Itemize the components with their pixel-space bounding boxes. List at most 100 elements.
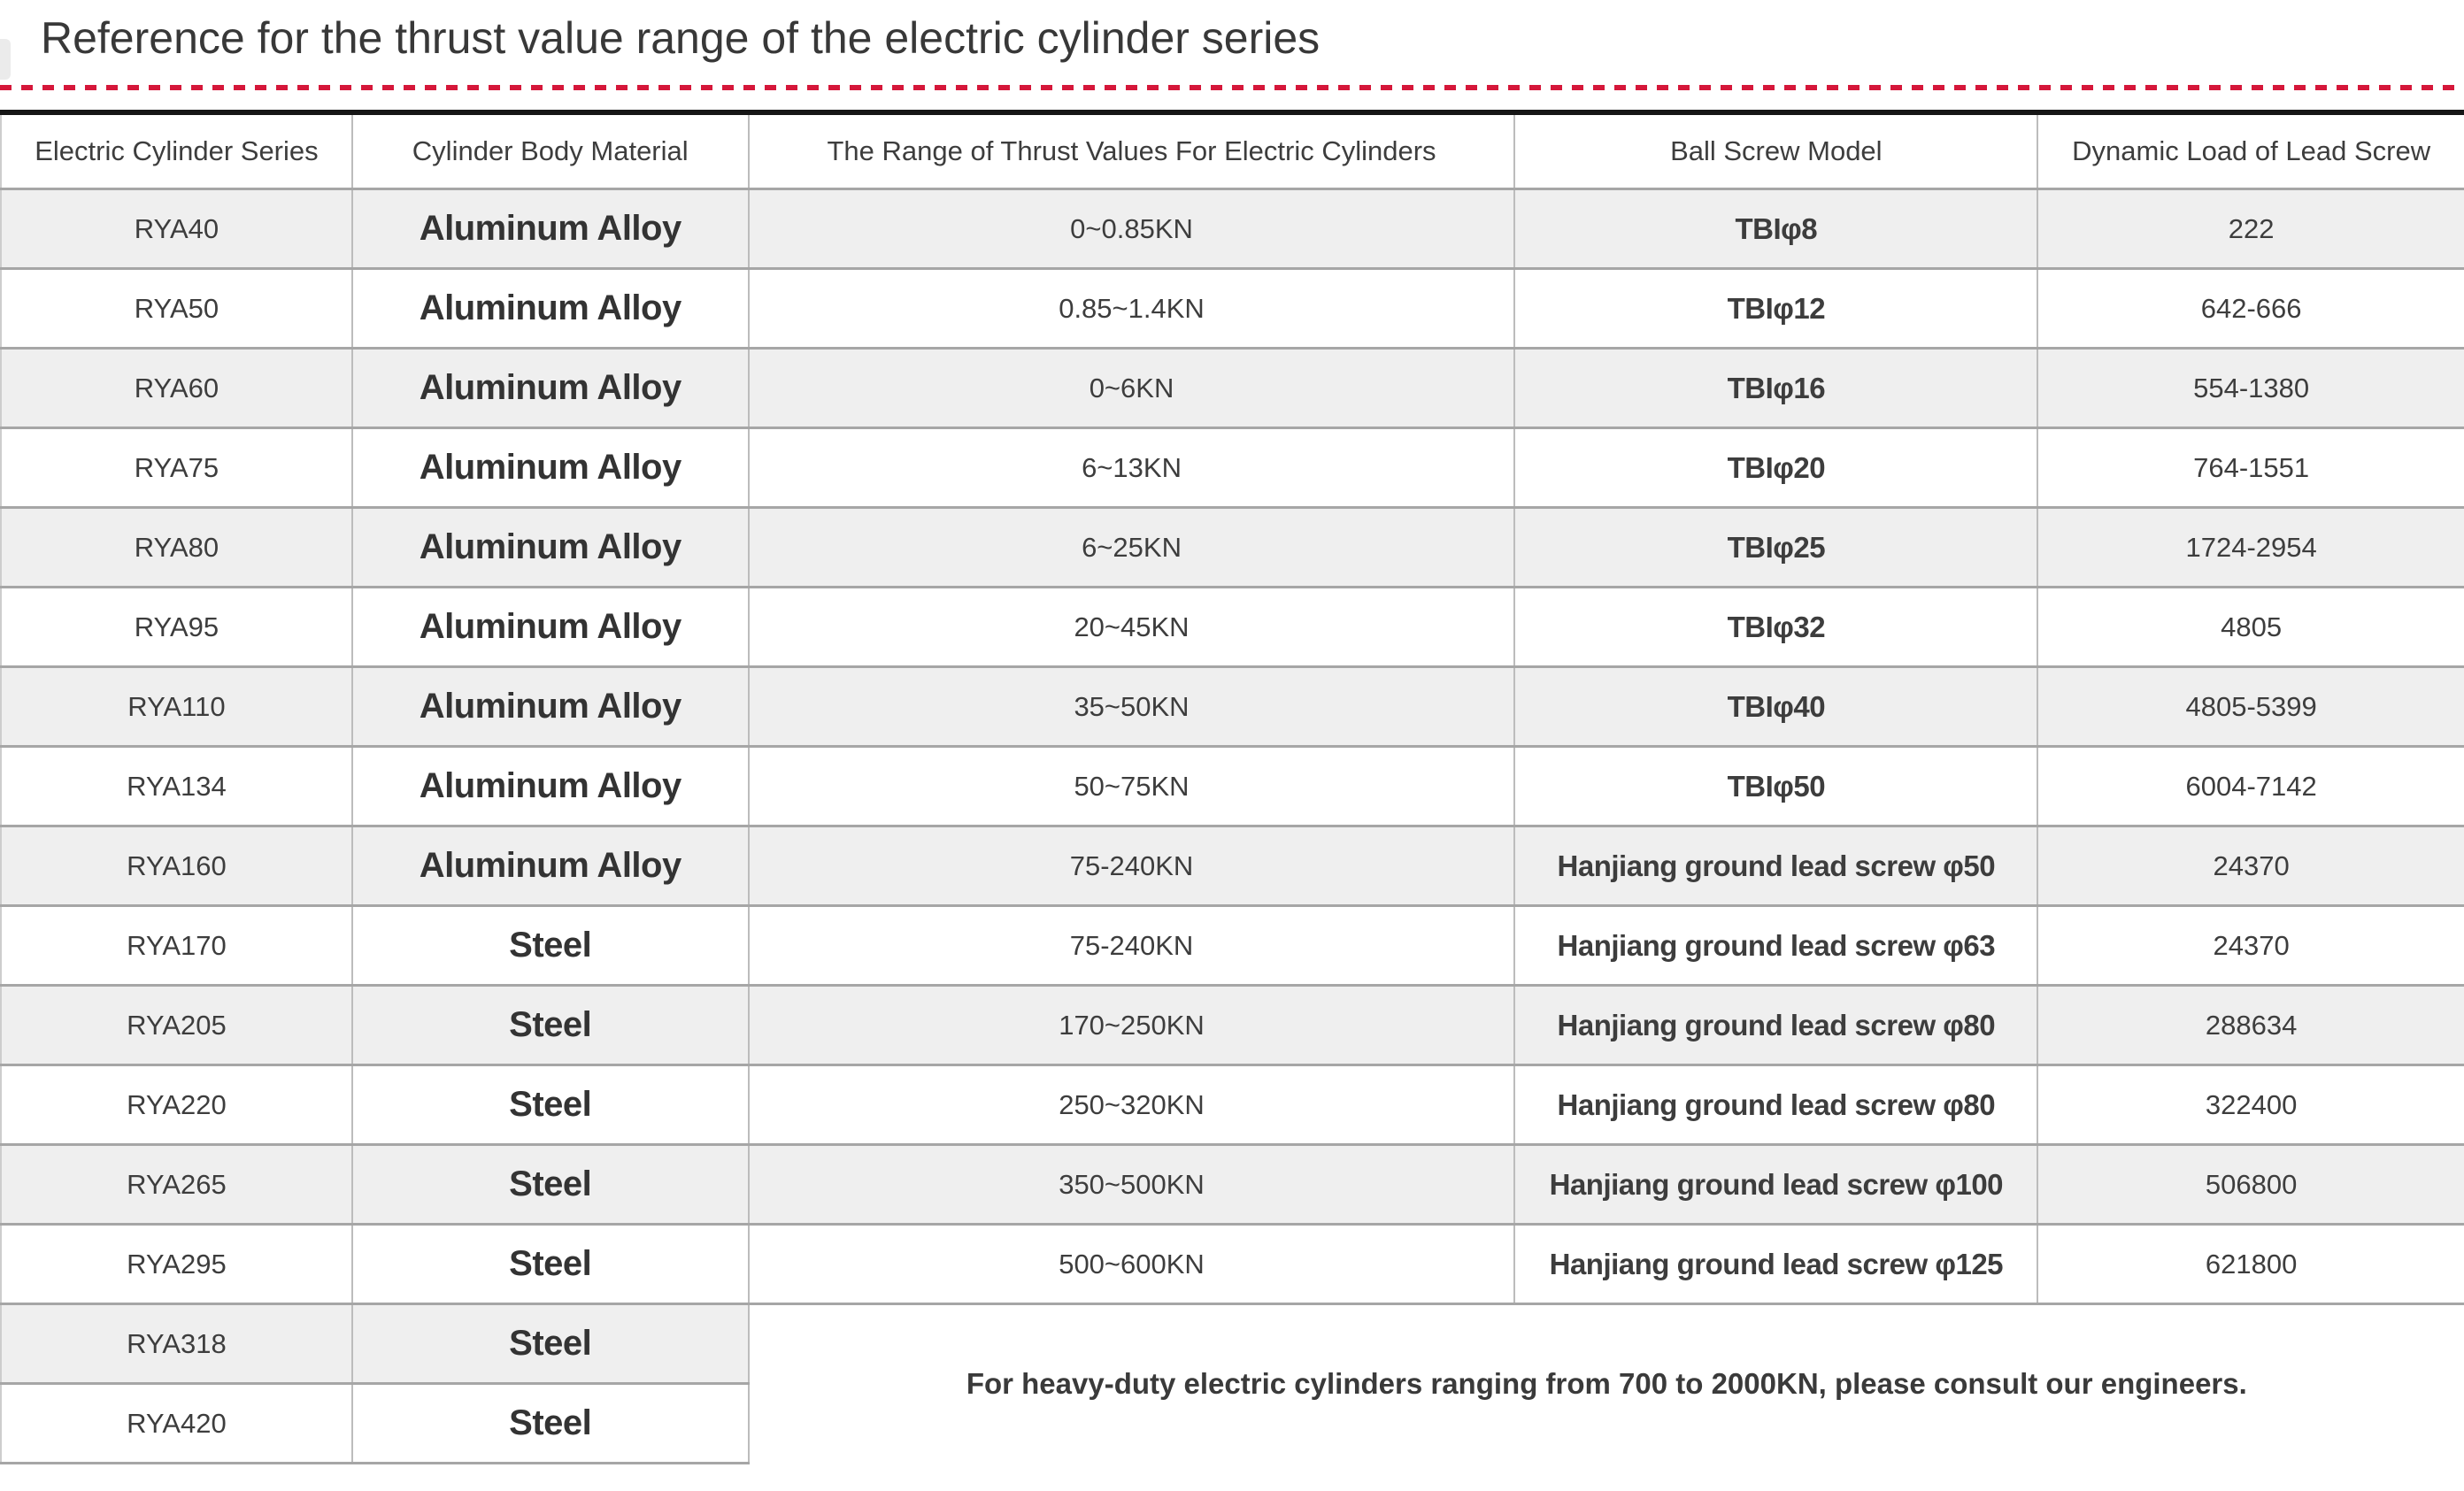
cell-material: Steel: [350, 1383, 749, 1464]
cell-material: Steel: [350, 905, 749, 987]
column-header-material: Cylinder Body Material: [350, 112, 749, 190]
cell-thrust: 0~0.85KN: [747, 188, 1515, 270]
cell-screw: TBIφ8: [1513, 188, 2038, 270]
cell-series: RYA295: [0, 1224, 352, 1305]
cell-material: Aluminum Alloy: [350, 427, 749, 509]
cell-load: 222: [2037, 188, 2464, 270]
thrust-reference-table: Electric Cylinder Series Cylinder Body M…: [0, 110, 2464, 1464]
cell-material: Steel: [350, 1064, 749, 1146]
title-divider: [0, 85, 2464, 90]
decorative-edge-mark: [0, 39, 11, 80]
table-row: RYA80 Aluminum Alloy 6~25KN TBIφ25 1724-…: [0, 507, 2464, 588]
cell-material: Aluminum Alloy: [350, 268, 749, 350]
table-row: RYA318 Steel For heavy-duty electric cyl…: [0, 1303, 2464, 1464]
cell-load: 621800: [2037, 1224, 2464, 1305]
cell-screw: Hanjiang ground lead screw φ80: [1513, 1064, 2038, 1146]
table-header: Electric Cylinder Series Cylinder Body M…: [0, 112, 2464, 190]
cell-series: RYA134: [0, 746, 352, 827]
cell-thrust: 170~250KN: [747, 985, 1515, 1066]
table-row: RYA50 Aluminum Alloy 0.85~1.4KN TBIφ12 6…: [0, 268, 2464, 350]
cell-screw: Hanjiang ground lead screw φ63: [1513, 905, 2038, 987]
cell-material: Aluminum Alloy: [350, 666, 749, 748]
cell-thrust: 75-240KN: [747, 826, 1515, 907]
cell-series: RYA110: [0, 666, 352, 748]
cell-material: Aluminum Alloy: [350, 826, 749, 907]
cell-thrust: 500~600KN: [747, 1224, 1515, 1305]
header-row: Electric Cylinder Series Cylinder Body M…: [0, 112, 2464, 190]
cell-series: RYA95: [0, 587, 352, 668]
table-row: RYA265 Steel 350~500KN Hanjiang ground l…: [0, 1144, 2464, 1226]
cell-material: Steel: [350, 985, 749, 1066]
cell-screw: TBIφ12: [1513, 268, 2038, 350]
cell-load: 24370: [2037, 826, 2464, 907]
cell-screw: TBIφ20: [1513, 427, 2038, 509]
footnote-cell: For heavy-duty electric cylinders rangin…: [747, 1303, 2464, 1464]
cell-material: Aluminum Alloy: [350, 348, 749, 429]
cell-thrust: 0~6KN: [747, 348, 1515, 429]
cell-screw: TBIφ16: [1513, 348, 2038, 429]
column-header-thrust: The Range of Thrust Values For Electric …: [747, 112, 1515, 190]
cell-screw: Hanjiang ground lead screw φ50: [1513, 826, 2038, 907]
cell-thrust: 35~50KN: [747, 666, 1515, 748]
cell-screw: Hanjiang ground lead screw φ80: [1513, 985, 2038, 1066]
cell-series: RYA60: [0, 348, 352, 429]
page-title: Reference for the thrust value range of …: [41, 13, 1321, 63]
cell-load: 4805-5399: [2037, 666, 2464, 748]
cell-thrust: 250~320KN: [747, 1064, 1515, 1146]
cell-load: 554-1380: [2037, 348, 2464, 429]
table-row: RYA295 Steel 500~600KN Hanjiang ground l…: [0, 1224, 2464, 1305]
cell-thrust: 75-240KN: [747, 905, 1515, 987]
column-header-screw: Ball Screw Model: [1513, 112, 2038, 190]
cell-series: RYA170: [0, 905, 352, 987]
cell-series: RYA160: [0, 826, 352, 907]
table-row: RYA40 Aluminum Alloy 0~0.85KN TBIφ8 222: [0, 188, 2464, 270]
table-footer-rows: RYA318 Steel For heavy-duty electric cyl…: [0, 1303, 2464, 1464]
cell-screw: Hanjiang ground lead screw φ125: [1513, 1224, 2038, 1305]
cell-screw: TBIφ32: [1513, 587, 2038, 668]
cell-thrust: 350~500KN: [747, 1144, 1515, 1226]
cell-load: 322400: [2037, 1064, 2464, 1146]
cell-thrust: 6~13KN: [747, 427, 1515, 509]
cell-series: RYA220: [0, 1064, 352, 1146]
cell-load: 1724-2954: [2037, 507, 2464, 588]
cell-thrust: 0.85~1.4KN: [747, 268, 1515, 350]
cell-series: RYA265: [0, 1144, 352, 1226]
table-row: RYA75 Aluminum Alloy 6~13KN TBIφ20 764-1…: [0, 427, 2464, 509]
cell-screw: TBIφ50: [1513, 746, 2038, 827]
cell-series: RYA318: [0, 1303, 352, 1385]
table-row: RYA95 Aluminum Alloy 20~45KN TBIφ32 4805: [0, 587, 2464, 668]
cell-material: Steel: [350, 1303, 749, 1385]
cell-material: Aluminum Alloy: [350, 746, 749, 827]
cell-load: 288634: [2037, 985, 2464, 1066]
table-row: RYA170 Steel 75-240KN Hanjiang ground le…: [0, 905, 2464, 987]
cell-screw: TBIφ25: [1513, 507, 2038, 588]
cell-screw: TBIφ40: [1513, 666, 2038, 748]
table-row: RYA160 Aluminum Alloy 75-240KN Hanjiang …: [0, 826, 2464, 907]
cell-thrust: 50~75KN: [747, 746, 1515, 827]
cell-thrust: 20~45KN: [747, 587, 1515, 668]
cell-load: 4805: [2037, 587, 2464, 668]
cell-series: RYA80: [0, 507, 352, 588]
table-row: RYA220 Steel 250~320KN Hanjiang ground l…: [0, 1064, 2464, 1146]
column-header-series: Electric Cylinder Series: [0, 112, 352, 190]
cell-material: Aluminum Alloy: [350, 587, 749, 668]
cell-series: RYA75: [0, 427, 352, 509]
table-row: RYA60 Aluminum Alloy 0~6KN TBIφ16 554-13…: [0, 348, 2464, 429]
cell-screw: Hanjiang ground lead screw φ100: [1513, 1144, 2038, 1226]
cell-load: 6004-7142: [2037, 746, 2464, 827]
cell-material: Steel: [350, 1224, 749, 1305]
cell-series: RYA205: [0, 985, 352, 1066]
cell-load: 506800: [2037, 1144, 2464, 1226]
table-row: RYA420 Steel: [0, 1383, 2464, 1464]
cell-load: 764-1551: [2037, 427, 2464, 509]
column-header-load: Dynamic Load of Lead Screw: [2037, 112, 2464, 190]
cell-material: Aluminum Alloy: [350, 507, 749, 588]
cell-material: Steel: [350, 1144, 749, 1226]
cell-series: RYA50: [0, 268, 352, 350]
cell-thrust: 6~25KN: [747, 507, 1515, 588]
table-body: RYA40 Aluminum Alloy 0~0.85KN TBIφ8 222 …: [0, 188, 2464, 1305]
table-row: RYA134 Aluminum Alloy 50~75KN TBIφ50 600…: [0, 746, 2464, 827]
cell-load: 642-666: [2037, 268, 2464, 350]
table-row: RYA110 Aluminum Alloy 35~50KN TBIφ40 480…: [0, 666, 2464, 748]
table-row: RYA205 Steel 170~250KN Hanjiang ground l…: [0, 985, 2464, 1066]
